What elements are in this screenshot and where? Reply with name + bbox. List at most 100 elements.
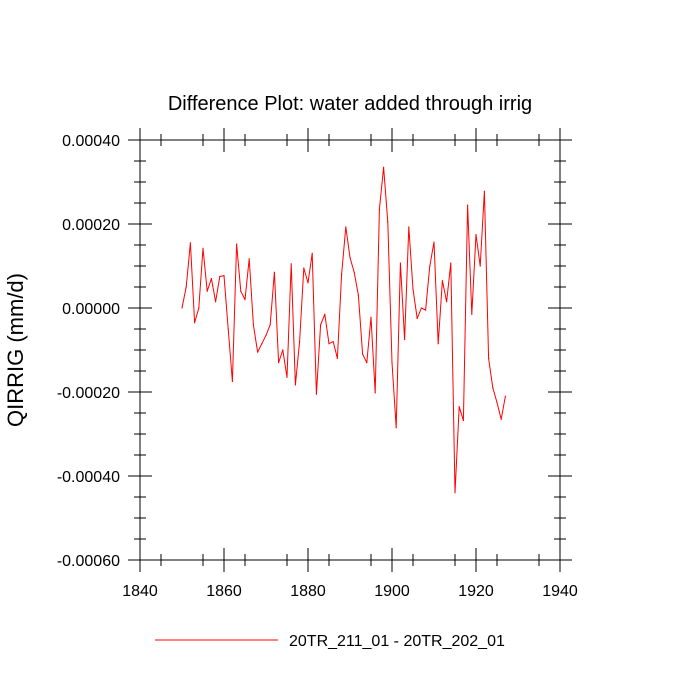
y-axis-label: QIRRIG (mm/d)	[3, 273, 28, 427]
x-tick-label: 1880	[290, 583, 326, 600]
data-point	[374, 392, 376, 394]
data-point	[215, 301, 217, 303]
y-tick-label: -0.00040	[57, 469, 120, 486]
x-tick-label: 1920	[458, 583, 494, 600]
data-point	[378, 208, 380, 210]
x-tick-labels: 1840 1860 1880 1900 1920 1940	[122, 583, 578, 600]
data-point	[500, 418, 502, 420]
data-point	[248, 258, 250, 260]
data-point	[223, 275, 225, 277]
data-point	[328, 343, 330, 345]
plot-frame	[139, 139, 561, 561]
data-point	[383, 166, 385, 168]
data-point	[387, 221, 389, 223]
data-point	[290, 263, 292, 265]
data-point	[441, 280, 443, 282]
data-point	[311, 252, 313, 254]
x-tick-label: 1940	[542, 583, 578, 600]
data-point	[488, 357, 490, 359]
data-point	[278, 362, 280, 364]
data-point	[307, 282, 309, 284]
data-point	[181, 307, 183, 309]
data-point	[303, 267, 305, 269]
series-line	[181, 166, 506, 494]
data-point	[462, 419, 464, 422]
data-point	[324, 313, 326, 315]
data-point	[189, 242, 191, 244]
data-point	[236, 243, 238, 245]
data-point	[265, 334, 267, 336]
chart-title: Difference Plot: water added through irr…	[168, 93, 532, 115]
data-point	[252, 324, 254, 326]
data-point	[471, 313, 473, 315]
data-point	[299, 341, 301, 343]
data-point	[450, 262, 452, 264]
data-point	[467, 204, 469, 206]
data-point	[198, 307, 200, 309]
data-point	[479, 265, 481, 267]
data-point	[454, 492, 456, 494]
x-tick-label: 1900	[374, 583, 410, 600]
axis-ticks	[128, 128, 572, 572]
data-point	[404, 338, 406, 341]
data-point	[332, 341, 334, 343]
data-point	[231, 380, 233, 383]
data-point	[282, 349, 284, 351]
data-point	[336, 357, 338, 359]
data-point	[294, 384, 296, 386]
data-point	[286, 376, 288, 378]
data-point	[504, 395, 506, 397]
data-point	[395, 427, 397, 429]
data-point	[483, 190, 485, 192]
data-point	[320, 324, 322, 326]
series-layer	[181, 166, 506, 494]
data-point	[210, 278, 212, 280]
data-point	[273, 271, 275, 273]
data-point	[315, 393, 317, 395]
data-point	[446, 301, 448, 303]
data-point	[219, 275, 221, 278]
y-tick-labels: -0.00060 -0.00040 -0.00020 0.00000 0.00020 0.…	[57, 133, 120, 570]
data-point	[357, 294, 359, 296]
y-tick-label: 0.00020	[62, 217, 120, 234]
data-point	[257, 351, 259, 353]
data-point	[202, 247, 204, 249]
data-point	[349, 257, 351, 259]
data-point	[353, 271, 355, 273]
data-point	[240, 290, 242, 292]
data-point	[366, 362, 368, 364]
data-point	[437, 343, 439, 345]
data-point	[425, 309, 427, 311]
data-point	[416, 317, 418, 320]
data-point	[412, 288, 414, 290]
data-point	[458, 406, 460, 408]
data-point	[433, 241, 435, 243]
legend-label: 20TR_211_01 - 20TR_202_01	[289, 633, 505, 650]
data-point	[475, 233, 477, 236]
data-point	[345, 226, 347, 228]
data-point	[261, 343, 263, 345]
x-tick-label: 1860	[206, 583, 242, 600]
data-point	[420, 307, 422, 309]
data-point	[492, 387, 494, 389]
data-point	[362, 353, 364, 355]
legend: 20TR_211_01 - 20TR_202_01	[155, 633, 505, 650]
data-point	[227, 328, 229, 330]
y-tick-label: 0.00040	[62, 133, 120, 150]
data-point	[341, 273, 343, 275]
data-point	[206, 290, 208, 292]
data-point	[269, 324, 271, 326]
y-tick-label: 0.00000	[62, 301, 120, 318]
data-point	[370, 316, 372, 318]
data-point	[429, 265, 431, 267]
data-point	[391, 362, 393, 364]
data-point	[244, 299, 246, 301]
data-point	[185, 286, 187, 288]
y-tick-label: -0.00060	[57, 553, 120, 570]
data-point	[496, 401, 498, 404]
x-tick-label: 1840	[122, 583, 158, 600]
y-tick-label: -0.00020	[57, 385, 120, 402]
data-point	[408, 226, 410, 228]
data-point	[194, 322, 196, 324]
